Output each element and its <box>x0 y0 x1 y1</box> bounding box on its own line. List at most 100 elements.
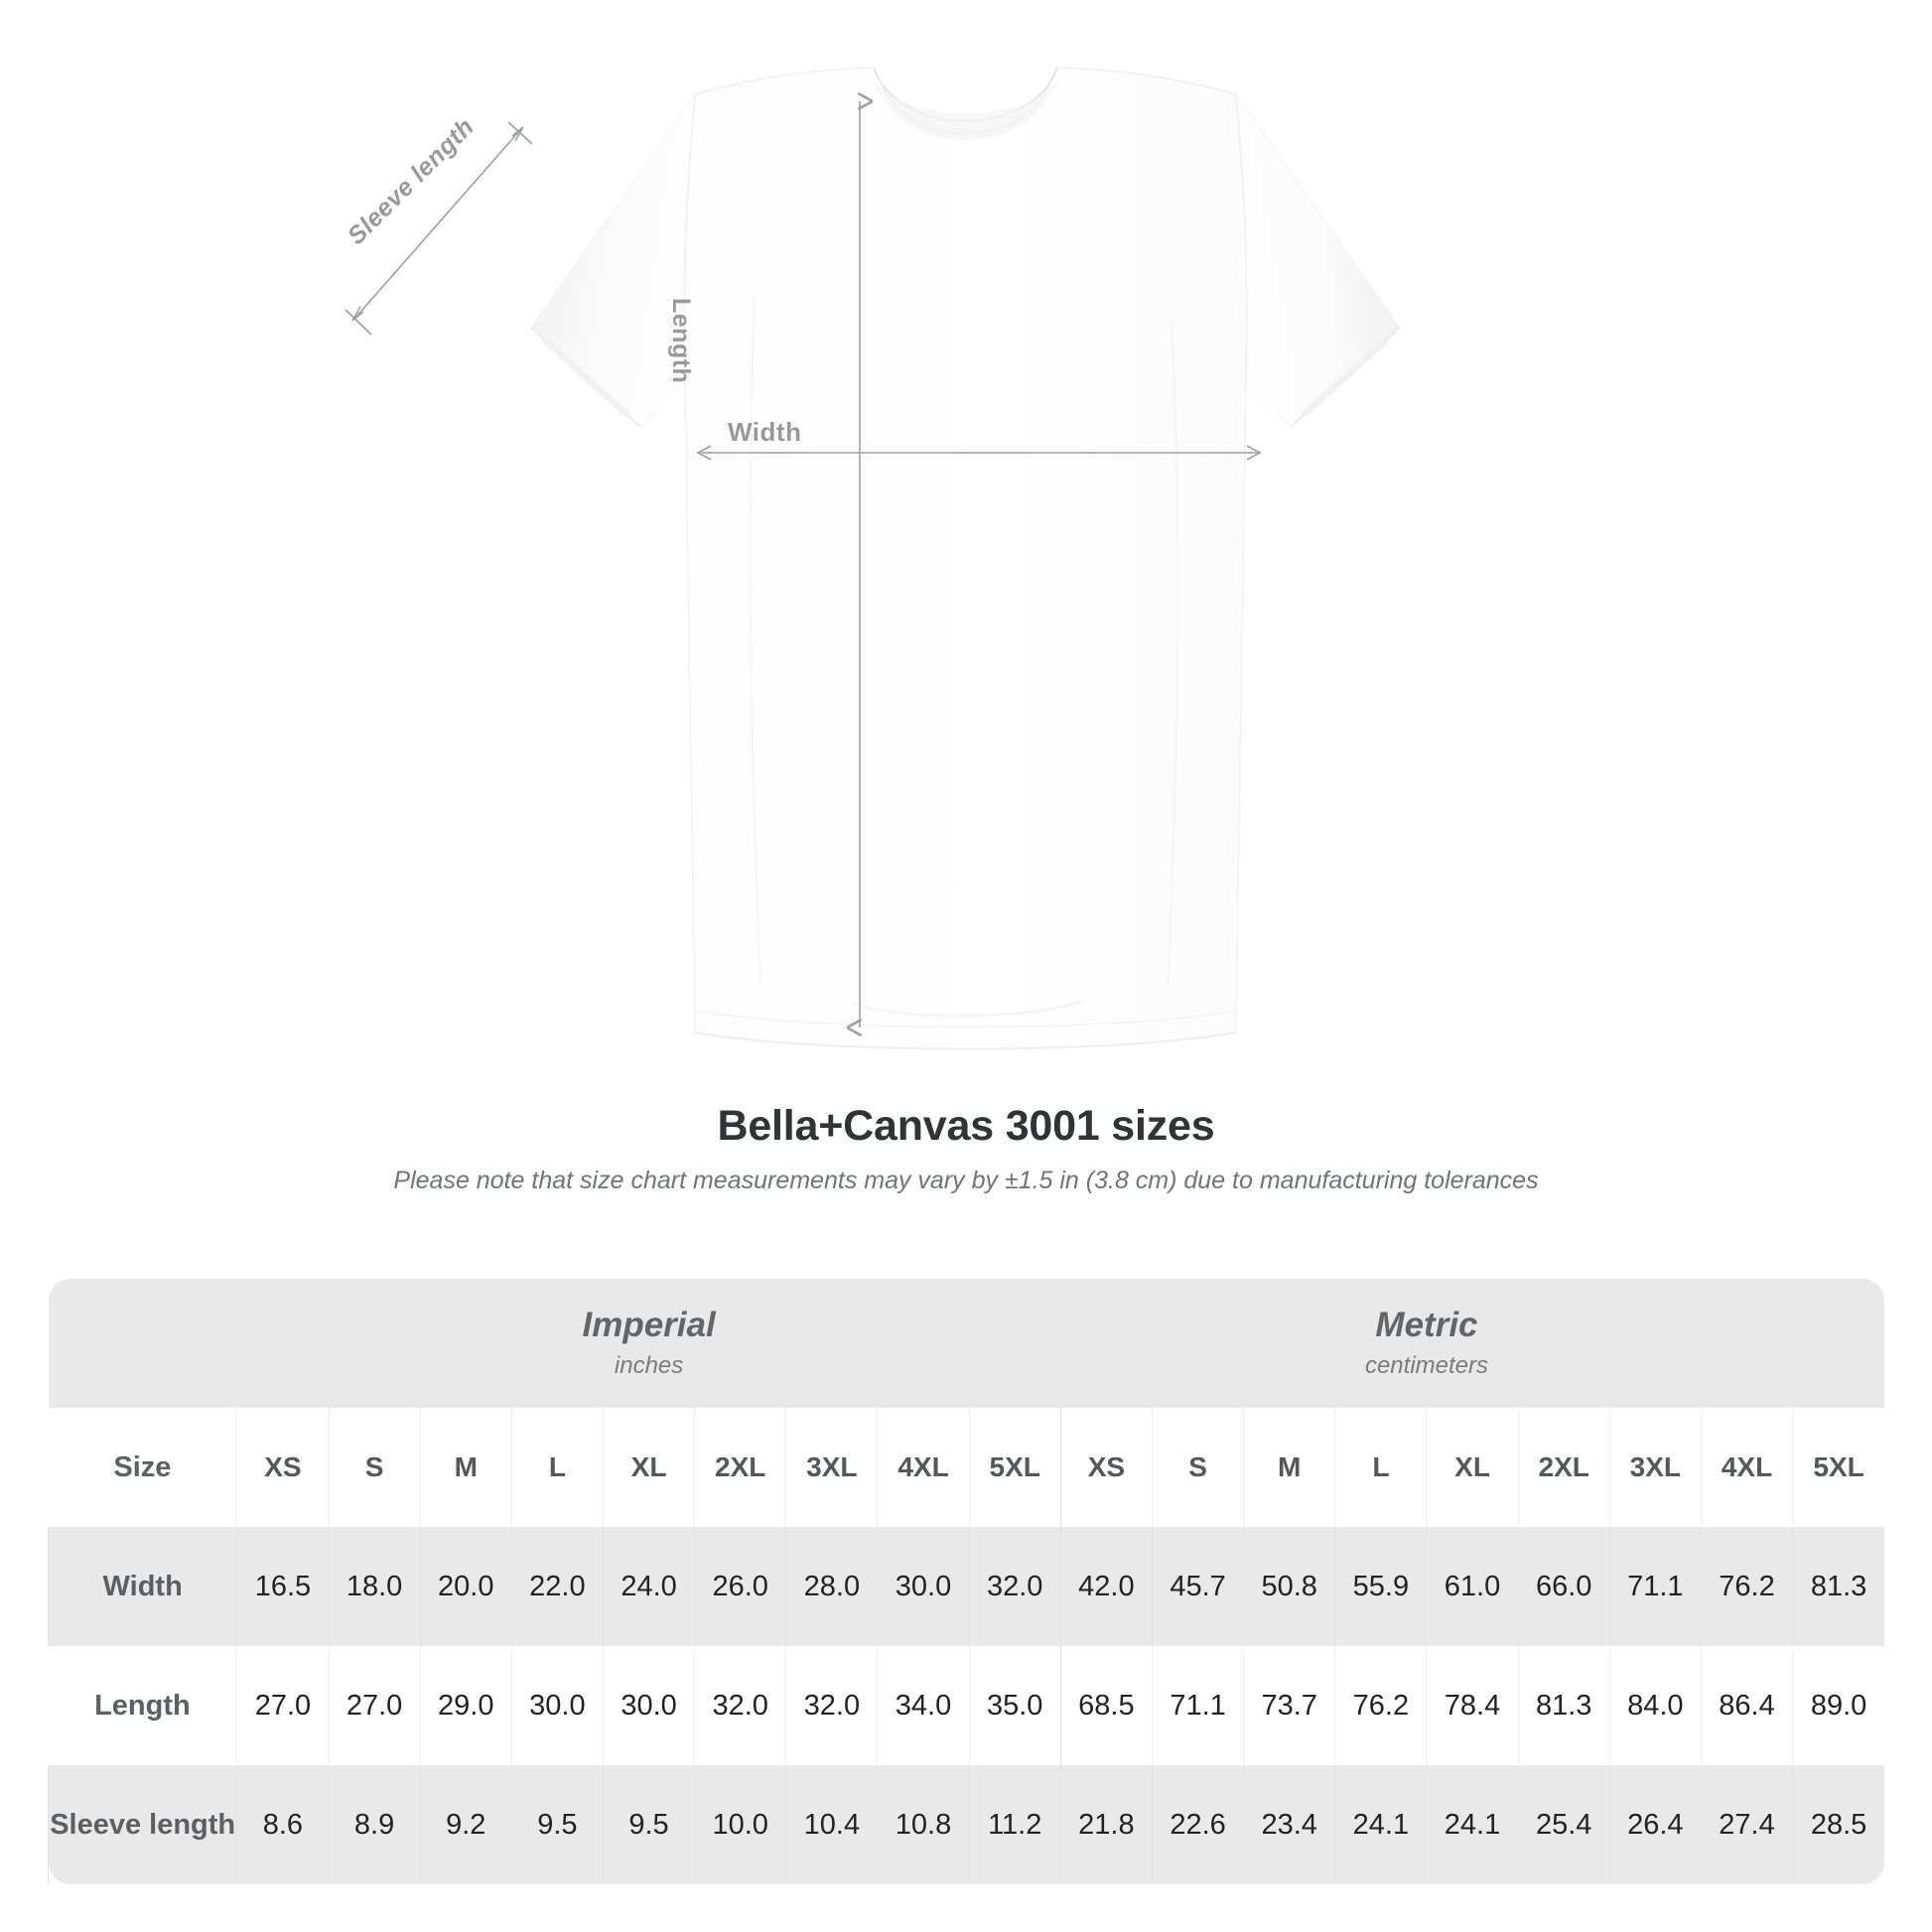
cell-length-imp-5: 32.0 <box>694 1646 786 1765</box>
cell-length-met-6: 84.0 <box>1608 1646 1702 1765</box>
cell-width-imp-0: 16.5 <box>236 1527 329 1646</box>
cell-sleeve-imp-2: 9.2 <box>419 1765 512 1884</box>
cell-width-imp-1: 18.0 <box>328 1527 421 1646</box>
tshirt-body-shape <box>530 67 1401 1050</box>
page-title: Bella+Canvas 3001 sizes <box>717 1102 1215 1150</box>
cell-length-imp-6: 32.0 <box>785 1646 878 1765</box>
imperial-sub: inches <box>614 1351 684 1379</box>
table-row: Sleeve length 8.6 8.9 9.2 9.5 9.5 10.0 1… <box>47 1765 1884 1884</box>
cell-length-met-1: 71.1 <box>1151 1646 1244 1765</box>
size-header-met-7: 4XL <box>1700 1408 1793 1527</box>
tshirt-diagram-svg <box>345 67 1401 1050</box>
cell-length-met-5: 81.3 <box>1517 1646 1610 1765</box>
size-header-imp-8: 5XL <box>968 1408 1061 1527</box>
cell-width-met-3: 55.9 <box>1334 1527 1427 1646</box>
cell-sleeve-imp-4: 9.5 <box>602 1765 695 1884</box>
size-header-imp-7: 4XL <box>877 1408 970 1527</box>
cell-width-imp-8: 32.0 <box>968 1527 1061 1646</box>
cell-length-met-4: 78.4 <box>1426 1646 1519 1765</box>
cell-width-met-1: 45.7 <box>1151 1527 1244 1646</box>
tshirt-illustration: Sleeve length Length Width <box>342 67 1401 1050</box>
cell-length-imp-3: 30.0 <box>510 1646 604 1765</box>
size-header-met-6: 3XL <box>1608 1408 1702 1527</box>
size-header-imp-4: XL <box>602 1408 695 1527</box>
sleeve-measure-line <box>345 121 533 336</box>
size-header-imp-1: S <box>328 1408 421 1527</box>
width-label: Width <box>728 417 802 447</box>
cell-width-imp-2: 20.0 <box>419 1527 512 1646</box>
width-measure-line <box>696 445 1262 461</box>
title-block: Bella+Canvas 3001 sizes Please note that… <box>0 1102 1932 1195</box>
size-table-wrapper: Imperial inches Metric centimeters Size … <box>47 1279 1884 1884</box>
cell-sleeve-met-4: 24.1 <box>1426 1765 1519 1884</box>
cell-width-imp-7: 30.0 <box>877 1527 970 1646</box>
cell-sleeve-imp-6: 10.4 <box>785 1765 878 1884</box>
metric-name: Metric <box>1375 1306 1478 1345</box>
cell-width-met-7: 76.2 <box>1700 1527 1793 1646</box>
size-header-imp-5: 2XL <box>694 1408 786 1527</box>
cell-width-met-2: 50.8 <box>1243 1527 1335 1646</box>
imperial-name: Imperial <box>582 1306 716 1345</box>
size-header-met-0: XS <box>1059 1408 1153 1527</box>
cell-length-met-0: 68.5 <box>1059 1646 1153 1765</box>
cell-sleeve-met-5: 25.4 <box>1517 1765 1610 1884</box>
table-row: Length 27.0 27.0 29.0 30.0 30.0 32.0 32.… <box>48 1646 1884 1765</box>
row-label-sleeve-length: Sleeve length <box>47 1765 237 1884</box>
length-label: Length <box>667 298 695 384</box>
cell-length-met-3: 76.2 <box>1334 1646 1427 1765</box>
tolerance-note: Please note that size chart measurements… <box>393 1167 1539 1194</box>
metric-sub: centimeters <box>1364 1351 1488 1379</box>
cell-length-met-8: 89.0 <box>1792 1646 1884 1765</box>
row-label-length: Length <box>48 1646 237 1765</box>
cell-length-imp-0: 27.0 <box>236 1646 329 1765</box>
size-chart-table: Imperial inches Metric centimeters Size … <box>47 1279 1884 1884</box>
size-header-met-3: L <box>1334 1408 1427 1527</box>
size-header-met-5: 2XL <box>1517 1408 1610 1527</box>
size-header-row: Size XS S M L XL 2XL 3XL 4XL 5XL XS S M … <box>48 1408 1884 1527</box>
cell-sleeve-met-3: 24.1 <box>1334 1765 1427 1884</box>
unit-header-metric: Metric centimeters <box>1060 1279 1793 1408</box>
size-header-met-8: 5XL <box>1792 1408 1884 1527</box>
cell-width-imp-3: 22.0 <box>510 1527 604 1646</box>
size-header-met-2: M <box>1243 1408 1335 1527</box>
cell-length-met-7: 86.4 <box>1700 1646 1793 1765</box>
cell-sleeve-imp-1: 8.9 <box>328 1765 421 1884</box>
cell-length-imp-7: 34.0 <box>877 1646 970 1765</box>
cell-length-imp-2: 29.0 <box>419 1646 512 1765</box>
size-header-met-4: XL <box>1426 1408 1519 1527</box>
unit-header-metric-end <box>1792 1279 1884 1408</box>
size-header-label: Size <box>48 1408 237 1527</box>
cell-width-imp-4: 24.0 <box>602 1527 695 1646</box>
size-header-met-1: S <box>1151 1408 1244 1527</box>
cell-sleeve-imp-7: 10.8 <box>877 1765 970 1884</box>
cell-sleeve-met-0: 21.8 <box>1059 1765 1153 1884</box>
size-header-imp-6: 3XL <box>785 1408 878 1527</box>
cell-width-met-8: 81.3 <box>1792 1527 1884 1646</box>
size-header-imp-0: XS <box>236 1408 329 1527</box>
cell-sleeve-met-2: 23.4 <box>1243 1765 1335 1884</box>
unit-header-spacer <box>48 1279 237 1408</box>
unit-header-row: Imperial inches Metric centimeters <box>48 1279 1884 1408</box>
cell-length-imp-1: 27.0 <box>328 1646 421 1765</box>
cell-width-imp-5: 26.0 <box>694 1527 786 1646</box>
cell-sleeve-imp-0: 8.6 <box>236 1765 329 1884</box>
cell-width-met-4: 61.0 <box>1426 1527 1519 1646</box>
row-label-width: Width <box>47 1527 237 1646</box>
size-header-imp-3: L <box>510 1408 604 1527</box>
cell-width-met-0: 42.0 <box>1059 1527 1153 1646</box>
cell-length-met-2: 73.7 <box>1243 1646 1335 1765</box>
size-header-imp-2: M <box>419 1408 512 1527</box>
cell-length-imp-8: 35.0 <box>968 1646 1061 1765</box>
cell-width-met-6: 71.1 <box>1608 1527 1702 1646</box>
cell-sleeve-imp-5: 10.0 <box>694 1765 786 1884</box>
table-row: Width 16.5 18.0 20.0 22.0 24.0 26.0 28.0… <box>47 1527 1884 1646</box>
cell-sleeve-imp-3: 9.5 <box>510 1765 604 1884</box>
cell-sleeve-imp-8: 11.2 <box>968 1765 1061 1884</box>
unit-header-imperial: Imperial inches <box>236 1279 1061 1408</box>
cell-length-imp-4: 30.0 <box>602 1646 695 1765</box>
cell-width-imp-6: 28.0 <box>785 1527 878 1646</box>
cell-sleeve-met-6: 26.4 <box>1608 1765 1702 1884</box>
cell-width-met-5: 66.0 <box>1517 1527 1610 1646</box>
cell-sleeve-met-1: 22.6 <box>1151 1765 1244 1884</box>
